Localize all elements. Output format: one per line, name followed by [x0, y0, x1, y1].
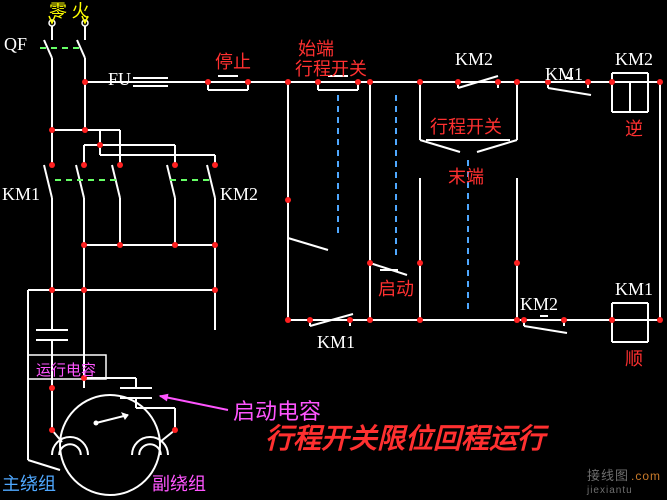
- label-km1_left: KM1: [2, 185, 40, 205]
- watermark: 接线图.com jiexiantu: [587, 465, 661, 496]
- label-forward: 顺: [625, 350, 643, 370]
- watermark-sub: jiexiantu: [587, 485, 661, 496]
- label-km1_mid: KM1: [317, 333, 355, 353]
- diagram-title: 行程开关限位回程运行: [265, 425, 545, 456]
- label-start_cap: 启动电容: [233, 400, 321, 424]
- label-fu: FU: [108, 70, 131, 90]
- watermark-main: 接线图: [587, 468, 629, 483]
- label-km1_coil_fwd: KM1: [615, 280, 653, 300]
- label-main_wind: 主绕组: [2, 475, 56, 495]
- label-stop: 停止: [215, 53, 251, 73]
- label-reverse: 逆: [625, 120, 643, 140]
- label-km1_top: KM1: [545, 65, 583, 85]
- label-qf: QF: [4, 35, 27, 55]
- label-km2_top: KM2: [455, 50, 493, 70]
- label-km2_left: KM2: [220, 185, 258, 205]
- label-km2_mid: KM2: [520, 295, 558, 315]
- label-end_sw: 末端: [448, 168, 484, 188]
- label-travel_sw: 行程开关: [430, 118, 502, 138]
- label-start_sw_top: 始端: [298, 40, 334, 60]
- label-zero_fire: 零 火: [49, 2, 90, 22]
- label-start_sw_bot: 行程开关: [295, 60, 367, 80]
- label-km2_coil_rev: KM2: [615, 50, 653, 70]
- label-start_btn: 启动: [378, 280, 414, 300]
- label-run_cap: 运行电容: [36, 363, 96, 380]
- label-aux_wind: 副绕组: [152, 475, 206, 495]
- watermark-suffix: .com: [631, 469, 661, 483]
